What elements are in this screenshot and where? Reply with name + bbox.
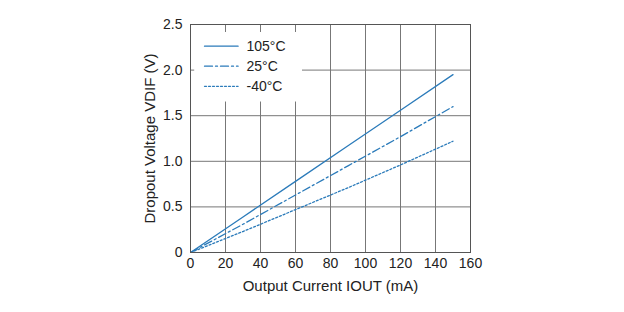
svg-text:25°C: 25°C xyxy=(247,58,278,74)
svg-text:1.0: 1.0 xyxy=(163,153,183,169)
svg-text:120: 120 xyxy=(389,255,413,271)
svg-text:40: 40 xyxy=(253,255,269,271)
svg-text:80: 80 xyxy=(323,255,339,271)
svg-text:100: 100 xyxy=(354,255,378,271)
svg-text:Dropout Voltage VDIF (V): Dropout Voltage VDIF (V) xyxy=(141,53,158,223)
svg-text:Output Current IOUT (mA): Output Current IOUT (mA) xyxy=(243,277,419,294)
svg-text:0: 0 xyxy=(187,255,195,271)
svg-text:2.0: 2.0 xyxy=(163,62,183,78)
svg-text:60: 60 xyxy=(288,255,304,271)
svg-text:140: 140 xyxy=(424,255,448,271)
svg-text:160: 160 xyxy=(459,255,483,271)
svg-text:0: 0 xyxy=(175,244,183,260)
svg-text:20: 20 xyxy=(218,255,234,271)
svg-text:1.5: 1.5 xyxy=(163,107,183,123)
svg-text:105°C: 105°C xyxy=(247,38,286,54)
svg-text:-40°C: -40°C xyxy=(247,78,283,94)
svg-text:0.5: 0.5 xyxy=(163,198,183,214)
svg-text:2.5: 2.5 xyxy=(163,16,183,32)
